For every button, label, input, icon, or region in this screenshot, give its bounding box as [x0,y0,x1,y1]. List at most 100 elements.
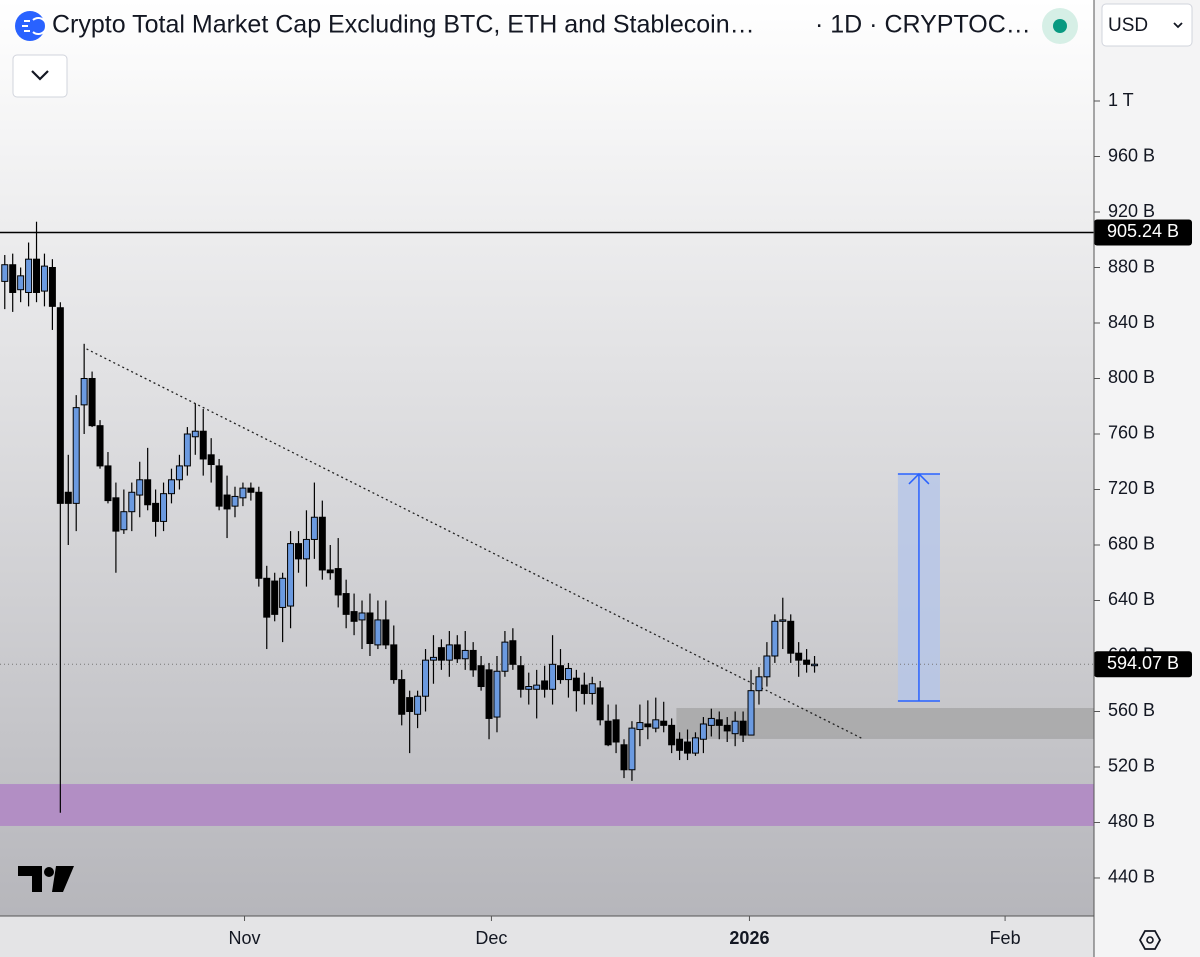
plot-background [0,0,1094,916]
candle-body [755,676,763,692]
candle-body [422,659,430,697]
lines [0,231,1094,739]
candle-body [795,652,803,661]
candle-body [295,543,303,560]
candle-body [763,655,771,678]
candle-body [215,465,223,507]
candle-body [1,264,9,282]
candle-body [811,663,819,667]
candle-body [263,577,271,618]
candle-body [390,644,398,681]
chevron-icon [31,70,49,81]
x-tick-label: Feb [990,928,1021,948]
candle-body [580,684,588,694]
candle-body [604,720,612,746]
candle-body [525,686,533,690]
candle-body [96,425,104,467]
candle-body [56,307,64,504]
candle-body [144,479,152,506]
candle-body [477,665,485,688]
candle-body [17,275,25,291]
y-tick-label: 480 B [1108,811,1155,831]
candle-body [207,454,215,466]
candle-body [429,656,437,661]
candle-body [88,377,96,427]
y-tick-label: 1 T [1108,90,1134,110]
candle-body [684,741,692,754]
logo-part [18,866,42,892]
symbol-icon [15,11,45,41]
candle-body [310,516,318,540]
price-badge-label: 905.24 B [1107,221,1179,241]
y-tick-label: 920 B [1108,201,1155,221]
candle-body [80,377,88,406]
candle-body [239,487,247,499]
candle-body [803,659,811,665]
candle-body [136,479,144,496]
y-tick-label: 560 B [1108,700,1155,720]
candle-body [652,719,660,729]
candle-body [707,717,715,726]
candle-body [437,647,445,661]
candle-body [199,430,207,460]
zone [0,784,1094,826]
candle-body [556,665,564,681]
y-tick-label: 880 B [1108,256,1155,276]
candle-body [104,465,112,502]
candle-body [120,511,128,531]
zones [0,472,1094,826]
candle-body [660,720,668,726]
candle-body [676,738,684,751]
candle-body [231,495,239,507]
y-tick-label: 440 B [1108,867,1155,887]
candle-body [366,612,374,645]
candle-body [152,502,160,522]
candle-body [302,538,310,560]
x-tick-label: Nov [229,928,261,948]
candle-body [533,684,541,690]
logo-part [44,867,54,877]
settings-icon-center [1146,936,1154,944]
price-axis-background [1094,0,1200,957]
candle-body [160,493,168,522]
collapse-button[interactable] [12,54,68,98]
candle-body [398,679,406,715]
candle-body [33,258,41,293]
candle-body [342,593,350,615]
x-tick-label: Dec [475,928,507,948]
y-tick-label: 680 B [1108,534,1155,554]
candle-body [112,497,120,532]
candle-body [48,267,56,307]
candle-body [517,665,525,690]
candle-body [501,641,509,672]
y-tick-label: 840 B [1108,312,1155,332]
candle-body [723,724,731,732]
candle-body [183,433,191,467]
candle-body [414,695,422,715]
price-badge-label: 594.07 B [1107,653,1179,673]
candle-body [588,683,596,694]
chart-title: Crypto Total Market Cap Excluding BTC, E… [52,11,755,39]
y-tick-label: 800 B [1108,367,1155,387]
candle-body [334,568,342,596]
candle-body [279,577,287,608]
candle-body [326,569,334,574]
x-tick-label: 2026 [729,928,769,948]
candle-body [175,465,183,481]
candle-body [255,491,263,579]
currency-select[interactable] [1101,3,1193,47]
candle-body [406,697,414,712]
y-tick-label: 760 B [1108,423,1155,443]
time-axis-background [0,916,1094,957]
candle-body [541,680,549,690]
candle-body [636,722,644,731]
price-badge [1094,219,1192,246]
candle-body [350,611,358,622]
candle-body [223,494,231,510]
candle-body [445,644,453,661]
candle-body [509,640,517,665]
candle-body [461,649,469,660]
candle-body [374,619,382,646]
settings-icon[interactable] [1138,930,1162,950]
